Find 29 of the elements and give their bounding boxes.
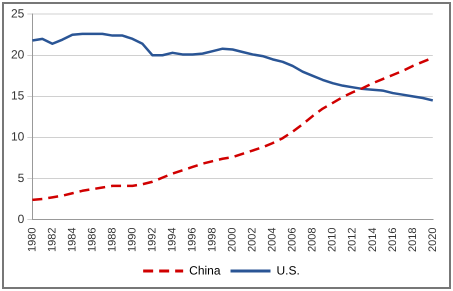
x-tick-label: 2008	[306, 228, 319, 252]
x-tick-label: 1980	[26, 228, 38, 252]
y-tick-label: 5	[18, 170, 25, 185]
x-tick-label: 1994	[166, 228, 179, 252]
y-tick-label: 20	[10, 48, 25, 62]
x-tick-label: 1990	[126, 228, 138, 252]
x-tick-label: 1998	[206, 228, 219, 252]
legend-label: U.S.	[276, 263, 300, 278]
y-tick-label: 10	[10, 130, 25, 144]
x-tick-label: 2012	[346, 228, 359, 252]
y-tick-label: 0	[18, 212, 25, 226]
x-tick-label: 1992	[146, 228, 159, 252]
x-tick-label: 1986	[86, 228, 98, 252]
y-tick-label: 15	[10, 88, 25, 103]
x-tick-label: 2020	[426, 228, 439, 252]
x-tick-label: 1988	[106, 228, 118, 252]
x-tick-label: 2014	[366, 228, 379, 252]
y-tick-label: 25	[10, 6, 25, 21]
x-tick-label: 2018	[406, 228, 419, 252]
x-tick-label: 2016	[386, 228, 399, 252]
x-tick-label: 2010	[326, 228, 339, 252]
x-tick-label: 2006	[286, 228, 299, 252]
x-tick-label: 2002	[246, 228, 259, 252]
x-tick-label: 1996	[186, 228, 199, 252]
x-tick-label: 2000	[226, 228, 239, 252]
legend-label: China	[189, 263, 221, 278]
x-tick-label: 2004	[266, 228, 279, 252]
x-tick-label: 1982	[46, 228, 58, 252]
x-tick-label: 1984	[66, 228, 78, 252]
